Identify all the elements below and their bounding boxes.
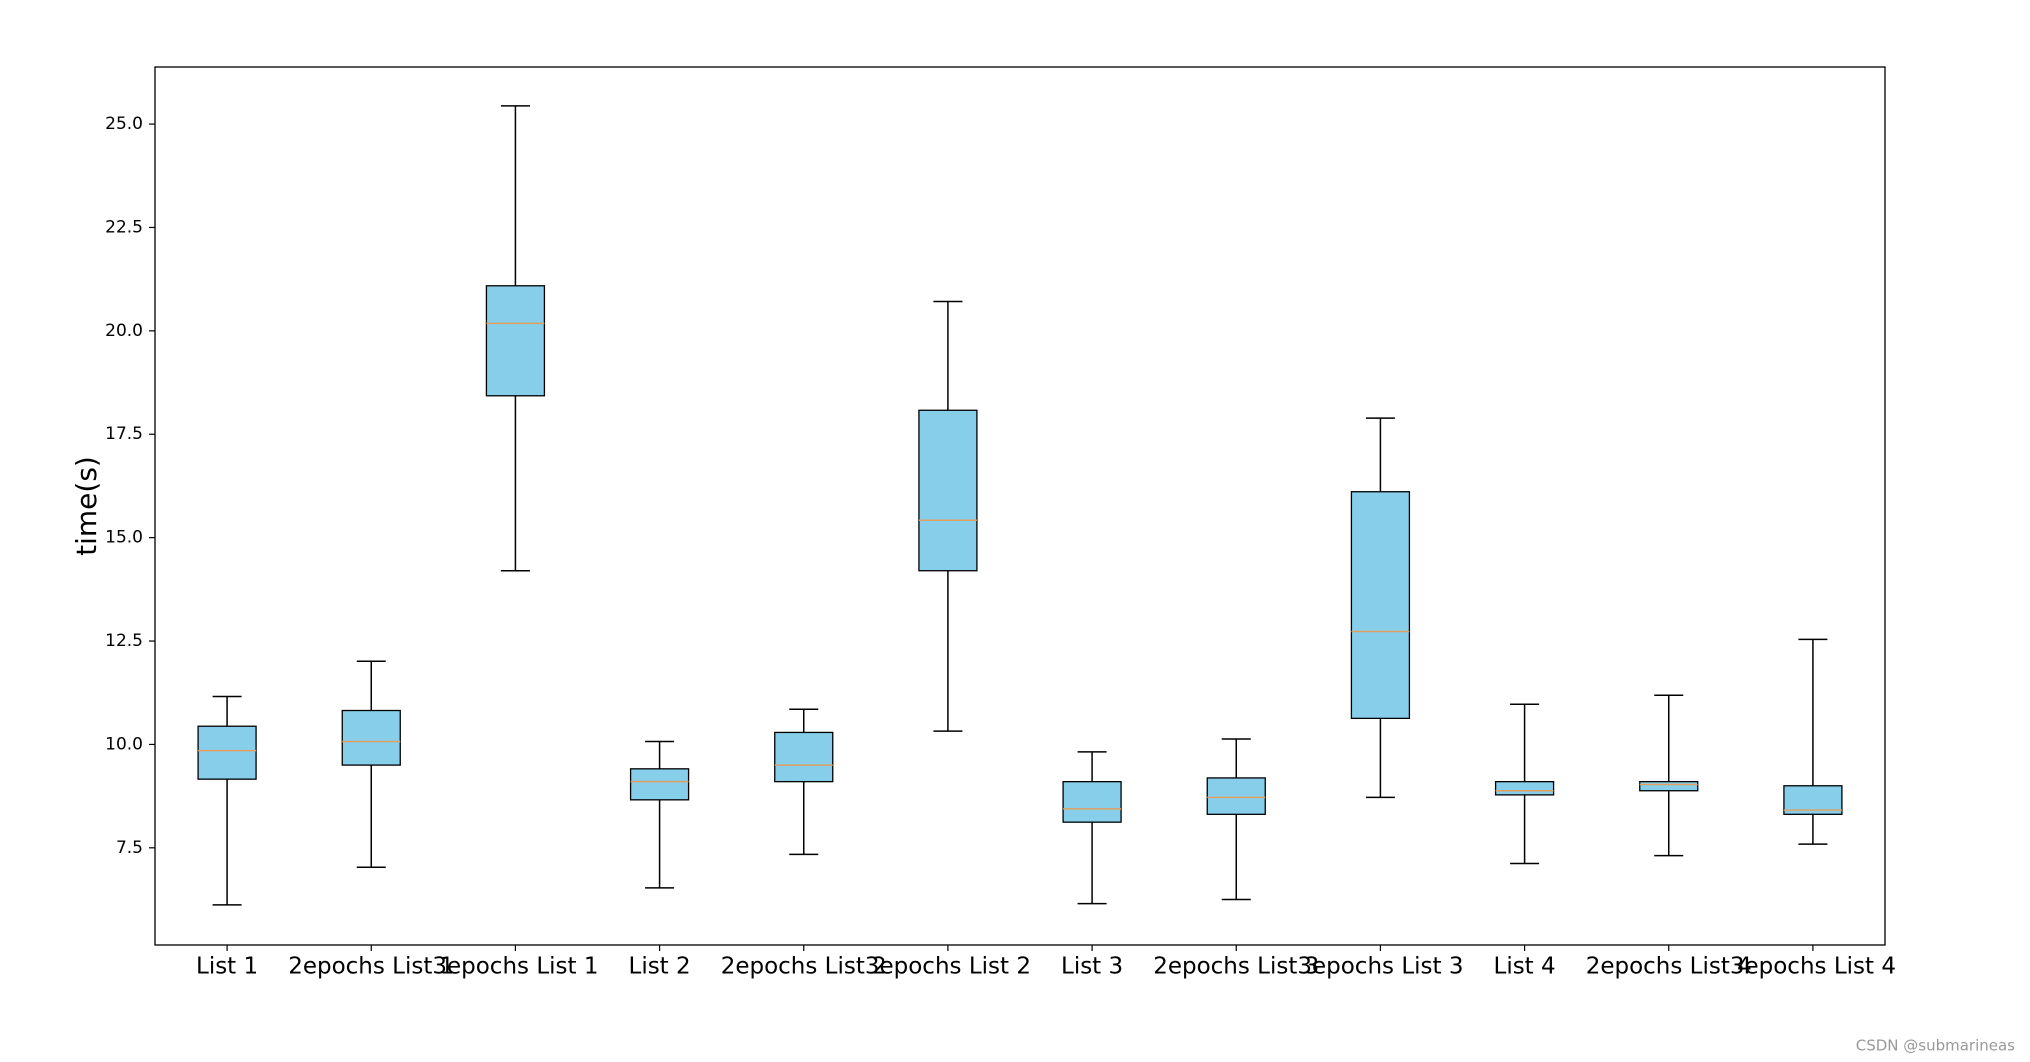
y-tick-label: 7.5 [116,838,143,858]
watermark: CSDN @submarineas [1856,1037,2015,1055]
y-axis-label: time(s) [70,456,103,556]
box [1639,780,1699,792]
box [774,731,834,783]
y-tick-label: 17.5 [105,424,143,444]
box [918,409,978,572]
y-tick-label: 25.0 [105,114,143,134]
box [485,285,546,397]
box [1206,777,1266,815]
x-tick-label: List 1 [196,954,258,980]
x-tick-label: 2epochs List 4 [1586,954,1752,980]
x-tick-label: 3epochs List 2 [865,954,1031,980]
y-tick-label: 12.5 [105,631,143,651]
x-tick-label: List 4 [1494,954,1556,980]
x-tick-label: 3epochs List 3 [1297,954,1463,980]
plot-frame [154,66,1886,946]
box [197,725,257,780]
box [1494,780,1555,796]
y-tick-label: 22.5 [105,217,143,237]
box [629,768,690,801]
box [341,709,401,766]
x-tick-label: 3epochs List 4 [1730,954,1896,980]
x-tick-label: 2epochs List 1 [288,954,454,980]
box [1350,491,1411,720]
y-tick-label: 10.0 [105,734,143,754]
box [1062,780,1122,823]
x-tick-label: 3epochs List 1 [432,954,598,980]
y-tick-label: 20.0 [105,321,143,341]
x-tick-label: 2epochs List 3 [1153,954,1319,980]
x-tick-label: List 3 [1061,954,1123,980]
x-tick-label: List 2 [629,954,691,980]
x-tick-label: 2epochs List 2 [721,954,887,980]
y-tick-label: 15.0 [105,528,143,548]
